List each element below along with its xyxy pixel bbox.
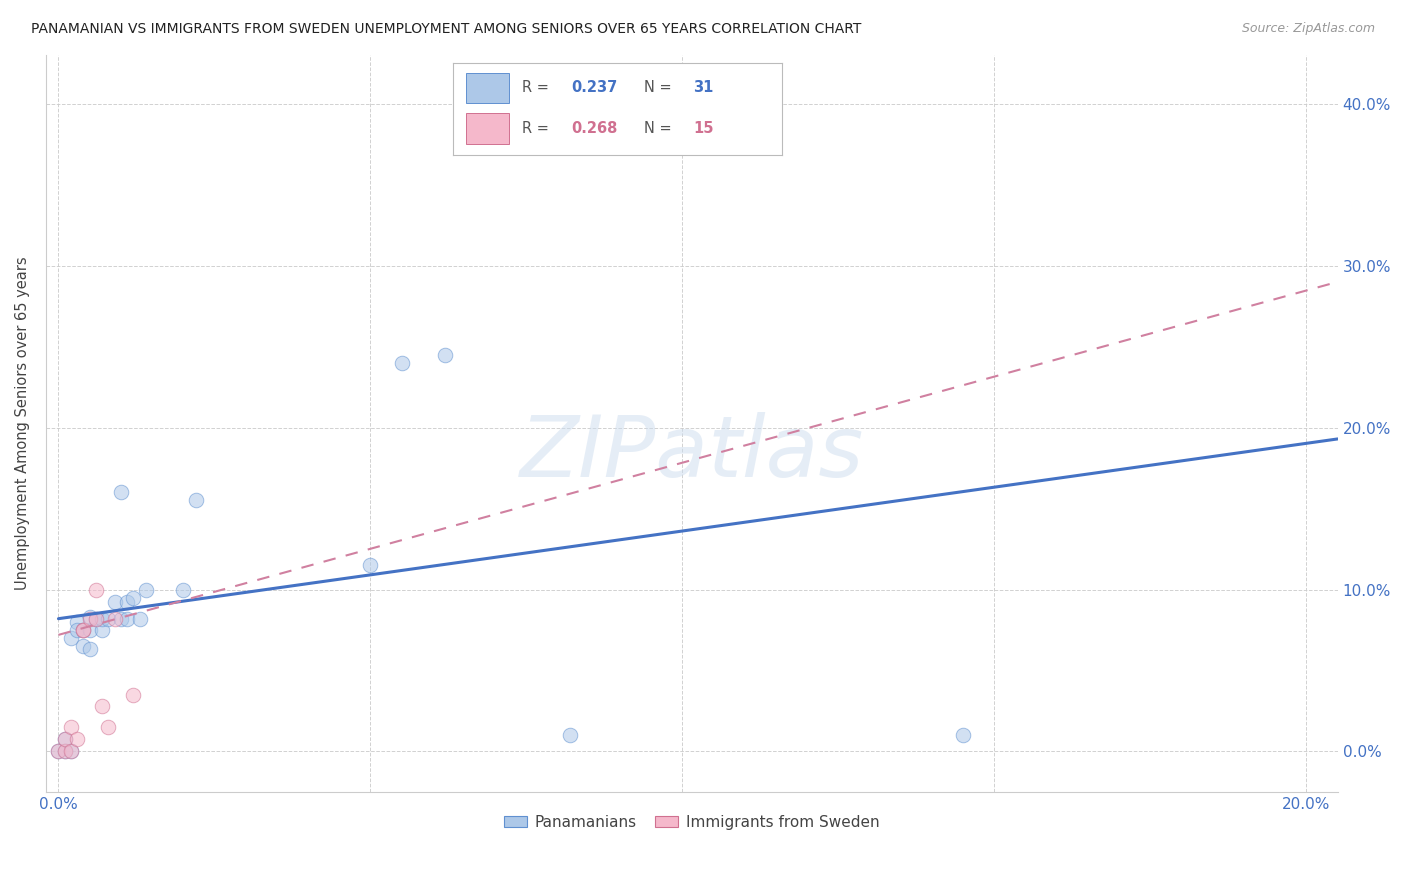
Point	[97, 612, 120, 626]
Point	[172, 582, 194, 597]
Point	[59, 631, 82, 645]
Point	[122, 688, 145, 702]
Point	[59, 744, 82, 758]
Point	[72, 623, 94, 637]
Point	[66, 615, 89, 629]
Point	[72, 623, 94, 637]
Point	[115, 595, 138, 609]
Legend: Panamanians, Immigrants from Sweden: Panamanians, Immigrants from Sweden	[498, 809, 886, 836]
Text: PANAMANIAN VS IMMIGRANTS FROM SWEDEN UNEMPLOYMENT AMONG SENIORS OVER 65 YEARS CO: PANAMANIAN VS IMMIGRANTS FROM SWEDEN UNE…	[31, 22, 862, 37]
Point	[91, 612, 114, 626]
Point	[122, 591, 145, 605]
Point	[48, 744, 70, 758]
Point	[359, 558, 381, 573]
Point	[79, 610, 101, 624]
Point	[59, 744, 82, 758]
Point	[84, 582, 107, 597]
Point	[110, 612, 132, 626]
Point	[48, 744, 70, 758]
Point	[79, 623, 101, 637]
Point	[184, 493, 207, 508]
Y-axis label: Unemployment Among Seniors over 65 years: Unemployment Among Seniors over 65 years	[15, 257, 30, 591]
Point	[53, 731, 76, 746]
Point	[952, 728, 974, 742]
Point	[91, 623, 114, 637]
Point	[84, 612, 107, 626]
Point	[53, 744, 76, 758]
Point	[79, 612, 101, 626]
Point	[104, 612, 127, 626]
Point	[72, 639, 94, 653]
Point	[53, 731, 76, 746]
Point	[66, 623, 89, 637]
Point	[59, 720, 82, 734]
Point	[84, 612, 107, 626]
Point	[434, 348, 457, 362]
Point	[72, 623, 94, 637]
Point	[135, 582, 157, 597]
Point	[128, 612, 150, 626]
Point	[104, 595, 127, 609]
Text: ZIPatlas: ZIPatlas	[520, 411, 863, 494]
Point	[391, 356, 413, 370]
Point	[110, 485, 132, 500]
Point	[79, 642, 101, 657]
Point	[66, 731, 89, 746]
Text: Source: ZipAtlas.com: Source: ZipAtlas.com	[1241, 22, 1375, 36]
Point	[53, 744, 76, 758]
Point	[115, 612, 138, 626]
Point	[91, 699, 114, 714]
Point	[558, 728, 581, 742]
Point	[97, 720, 120, 734]
